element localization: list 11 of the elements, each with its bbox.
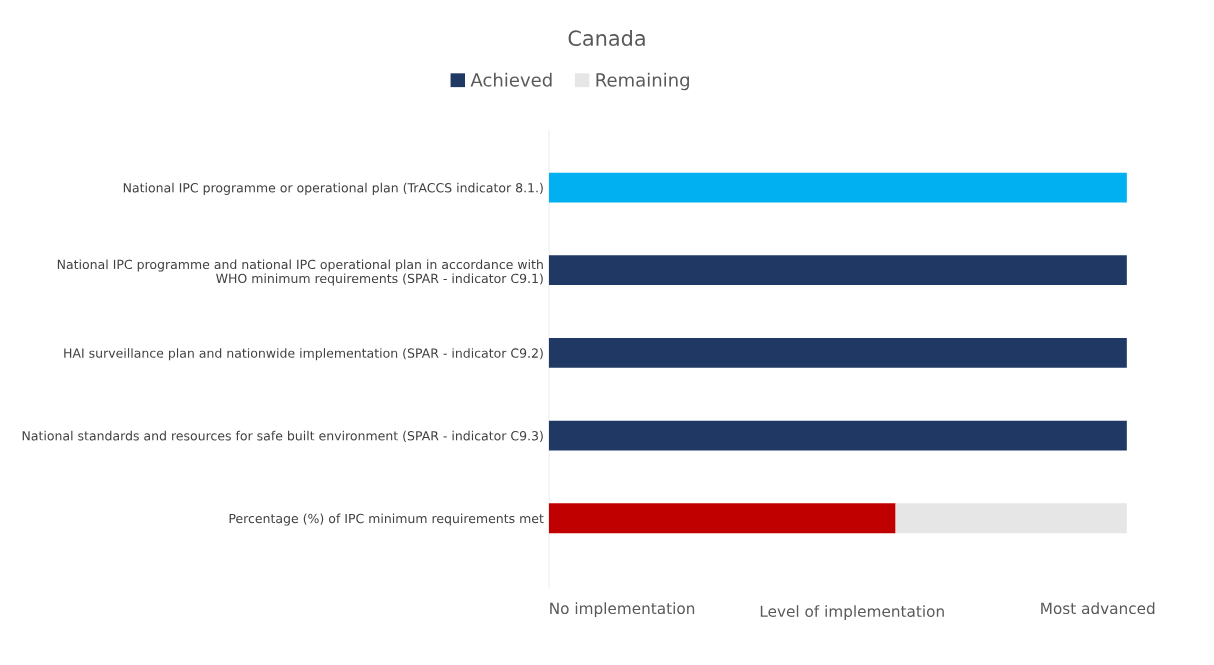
y-tick-label: National standards and resources for safe built environment (SPAR - indicator C9.3) <box>22 430 543 442</box>
text: Most advanced <box>1041 602 1155 615</box>
legend-label: Achieved <box>470 72 552 87</box>
y-tick-label: HAI surveillance plan and nationwide implementation (SPAR - indicator C9.2) <box>64 348 543 361</box>
y-tick-label: Percentage (%) of IPC minimum requirements met <box>229 513 544 526</box>
text: No implementation <box>550 602 695 618</box>
x-axis-title: Level of implementation <box>760 605 944 620</box>
chart-title: Canada <box>568 29 645 47</box>
legend-label: Remaining <box>596 72 689 91</box>
y-tick-label: National IPC programme or operational plan (TrACCS indicator 8.1.) <box>123 182 543 195</box>
y-tick-label: National IPC programme and national IPC operational plan in accordance with WHO minimum requirements (SPAR - indicator C9.1) <box>57 259 543 286</box>
